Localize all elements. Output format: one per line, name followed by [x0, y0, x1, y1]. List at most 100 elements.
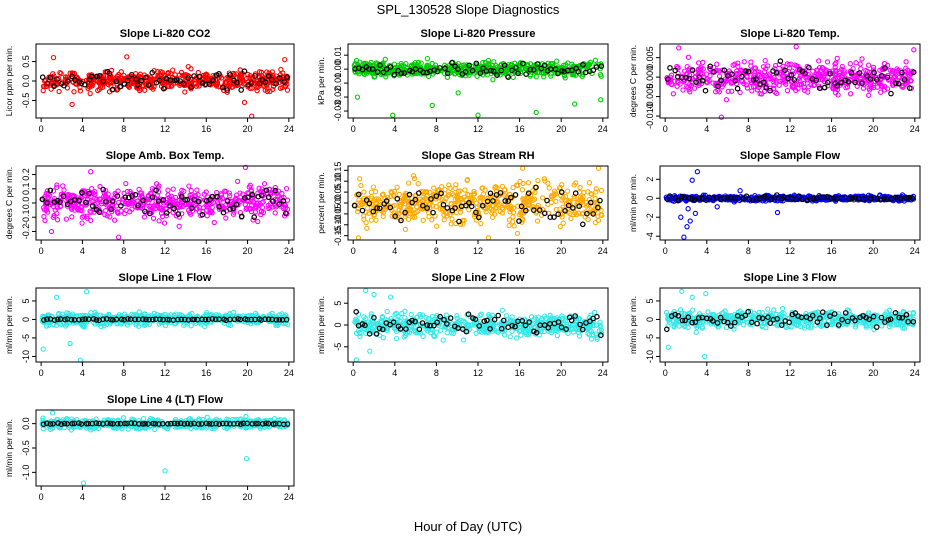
outlier-point	[389, 295, 393, 299]
data-point	[867, 63, 871, 67]
outlier-point	[355, 95, 359, 99]
data-point	[511, 75, 515, 79]
data-point	[450, 217, 454, 221]
outlier-point	[85, 290, 89, 294]
black-point	[581, 222, 585, 226]
data-point	[43, 218, 47, 222]
x-tick-label: 8	[746, 246, 751, 256]
x-tick-label: 4	[80, 368, 85, 378]
x-tick-label: 16	[827, 246, 837, 256]
data-point	[599, 188, 603, 192]
data-point	[394, 337, 398, 341]
x-tick-label: 0	[663, 246, 668, 256]
data-point	[587, 181, 591, 185]
data-point	[449, 222, 453, 226]
data-point	[535, 219, 539, 223]
data-point	[519, 333, 523, 337]
data-point	[57, 89, 61, 93]
x-tick-label: 4	[704, 246, 709, 256]
black-point	[239, 88, 243, 92]
outlier-point	[68, 341, 72, 345]
data-point	[860, 57, 864, 61]
x-tick-label: 20	[243, 124, 253, 134]
x-tick-label: 4	[392, 124, 397, 134]
y-tick-label: -5	[333, 343, 343, 351]
data-point	[772, 84, 776, 88]
y-tick-label: 0	[333, 322, 343, 327]
panel-title: Slope Sample Flow	[740, 150, 841, 162]
data-point	[369, 190, 373, 194]
data-point	[255, 89, 259, 93]
data-point	[558, 225, 562, 229]
x-tick-label: 24	[910, 124, 920, 134]
outlier-point	[597, 166, 601, 170]
outlier-point	[685, 225, 689, 229]
y-tick-label: 0.01	[333, 46, 343, 64]
x-tick-label: 24	[910, 246, 920, 256]
x-tick-label: 12	[785, 124, 795, 134]
y-axis-label: kPa per min.	[316, 57, 326, 105]
data-points	[353, 289, 604, 362]
black-point	[524, 72, 528, 76]
data-point	[407, 181, 411, 185]
x-tick-label: 4	[392, 368, 397, 378]
x-tick-label: 20	[243, 246, 253, 256]
black-point	[595, 315, 599, 319]
data-point	[196, 70, 200, 74]
outlier-point	[693, 211, 697, 215]
data-point	[848, 62, 852, 66]
y-tick-label: -0.5	[21, 93, 31, 109]
x-tick-label: 24	[598, 368, 608, 378]
outlier-point	[775, 210, 779, 214]
x-tick-label: 16	[827, 124, 837, 134]
outlier-point	[476, 113, 480, 117]
y-tick-label: 0	[21, 317, 31, 322]
data-point	[445, 331, 449, 335]
data-point	[362, 190, 366, 194]
y-axis-label: ml/min per min.	[4, 296, 14, 354]
data-point	[416, 182, 420, 186]
data-point	[70, 215, 74, 219]
outlier-point	[486, 236, 490, 240]
x-tick-label: 20	[556, 246, 566, 256]
data-point	[279, 67, 283, 71]
data-point	[425, 57, 429, 61]
outlier-point	[125, 55, 129, 59]
data-point	[151, 216, 155, 220]
data-point	[867, 93, 871, 97]
outlier-point	[573, 102, 577, 106]
data-point	[419, 61, 423, 65]
y-tick-label: 5	[21, 298, 31, 303]
data-point	[566, 189, 570, 193]
data-point	[750, 89, 754, 93]
data-point	[534, 75, 538, 79]
data-point	[504, 314, 508, 318]
data-point	[785, 89, 789, 93]
y-axis-label: percent per min.	[316, 172, 326, 233]
x-tick-label: 12	[473, 124, 483, 134]
data-point	[547, 186, 551, 190]
y-axis-label: ml/min per min.	[628, 174, 638, 232]
panel-title: Slope Amb. Box Temp.	[106, 150, 225, 162]
data-point	[88, 209, 92, 213]
x-tick-label: 20	[556, 124, 566, 134]
data-point	[439, 328, 443, 332]
black-point	[735, 86, 739, 90]
data-point	[479, 222, 483, 226]
data-point	[681, 88, 685, 92]
x-tick-label: 12	[160, 246, 170, 256]
data-point	[593, 310, 597, 314]
panel-title: Slope Li-820 CO2	[120, 28, 210, 40]
y-tick-label: 0.15	[333, 162, 343, 180]
data-point	[224, 216, 228, 220]
x-tick-label: 12	[160, 124, 170, 134]
panel-title: Slope Li-820 Temp.	[740, 28, 839, 40]
data-point	[113, 218, 117, 222]
data-point	[566, 331, 570, 335]
black-point	[431, 210, 435, 214]
data-point	[440, 185, 444, 189]
data-point	[817, 59, 821, 63]
